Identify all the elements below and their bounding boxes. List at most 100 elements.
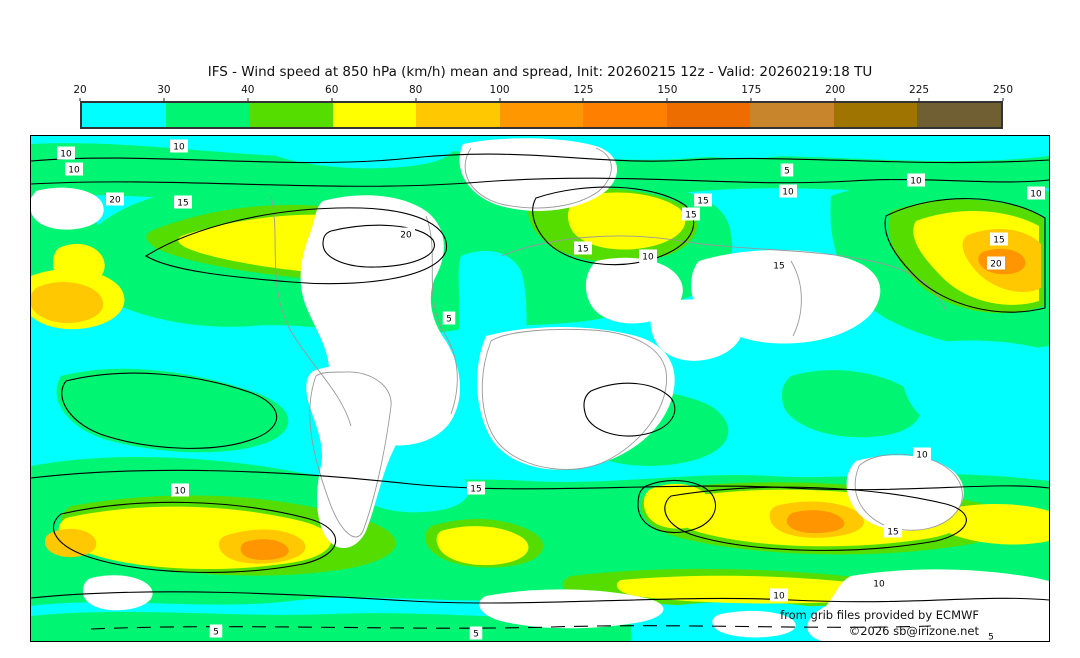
colorbar-tick: [834, 98, 836, 101]
colorbar-tick-label: 40: [241, 84, 255, 96]
contour-label-text: 5: [446, 315, 452, 325]
contour-label-text: 5: [784, 167, 790, 177]
chart-title: IFS - Wind speed at 850 hPa (km/h) mean …: [207, 64, 873, 80]
contour-label-text: 5: [988, 633, 994, 642]
contour-label-chip: [170, 139, 188, 153]
contour-label-text: 10: [173, 143, 185, 153]
coastline-layer: [270, 147, 963, 538]
colorbar-tick: [247, 98, 249, 101]
colorbar-segment: [917, 103, 1002, 127]
colorbar-gradient: [80, 101, 1003, 129]
contour-label-chip: [984, 629, 998, 641]
contour-label-chip: [694, 193, 712, 207]
contour-label-chip: [870, 576, 888, 590]
contour-label-chip: [57, 146, 75, 160]
colorbar-tick: [1002, 98, 1004, 101]
world-wind-map: 10 10 10 20 15 20 15 15 10 5 10 10 10 15 15 20 15 5 10 10 15…: [30, 135, 1050, 642]
colorbar-tick: [415, 98, 417, 101]
colorbar: 20 30 40 60 80 100 125 150 175 200 225 250: [73, 84, 1013, 129]
colorbar-tick-label: 175: [741, 84, 762, 96]
attribution: from grib files provided by ECMWF ©2026 …: [780, 607, 979, 639]
contour-label-text: 10: [60, 150, 72, 160]
colorbar-tick-label: 250: [992, 84, 1014, 96]
colorbar-tick-label: 150: [657, 84, 678, 96]
contour-label-text: 15: [773, 262, 784, 272]
colorbar-tick: [79, 98, 81, 101]
colorbar-tick: [666, 98, 668, 101]
colorbar-segment: [249, 103, 333, 127]
contour-label-text: 15: [993, 236, 1004, 246]
contour-label-text: 10: [910, 177, 922, 187]
contour-label-chip: [884, 524, 902, 538]
contour-label-chip: [779, 184, 797, 198]
contour-label-chip: [639, 249, 657, 263]
attribution-copyright: ©2026 sb@irizone.net: [848, 624, 979, 638]
colorbar-segment: [666, 103, 751, 127]
colorbar-tick: [582, 98, 584, 101]
contour-label-text: 10: [873, 580, 885, 590]
contour-label-chip: [397, 227, 415, 241]
colorbar-tick: [163, 98, 165, 101]
colorbar-segment: [499, 103, 584, 127]
contour-label-text: 10: [68, 166, 80, 176]
contour-label-chip: [1027, 186, 1045, 200]
attribution-source: from grib files provided by ECMWF: [780, 608, 979, 622]
colorbar-tick-label: 100: [489, 84, 510, 96]
contour-label-text: 10: [1030, 190, 1042, 200]
colorbar-tick-label: 60: [325, 84, 339, 96]
contour-label-chip: [106, 192, 124, 206]
contour-label-text: 5: [213, 628, 219, 638]
contour-label-text: 10: [782, 188, 794, 198]
contour-label-chip: [467, 481, 485, 495]
colorbar-segment: [82, 103, 166, 127]
contour-label-chip: [209, 624, 223, 638]
colorbar-tick-marks: [79, 98, 1004, 101]
colorbar-tick: [750, 98, 752, 101]
contour-label-chip: [770, 588, 788, 602]
contour-label-text: 10: [916, 451, 928, 461]
colorbar-tick: [331, 98, 333, 101]
contour-label-text: 20: [400, 231, 412, 241]
contour-layer: [31, 153, 1049, 630]
contour-label-chip: [907, 173, 925, 187]
contour-label-chip: [171, 483, 189, 497]
colorbar-tick-label: 80: [408, 84, 423, 96]
contour-label-chip: [174, 195, 192, 209]
contour-label-text: 15: [697, 197, 708, 207]
contour-label-chip: [990, 232, 1008, 246]
contour-label-text: 20: [109, 196, 121, 206]
contour-label-chip: [469, 626, 483, 640]
contour-label-text: 15: [177, 199, 188, 209]
contour-label-chip: [442, 311, 456, 325]
contour-label-chip: [987, 256, 1005, 270]
contour-label-chip: [682, 207, 700, 221]
contour-label-text: 20: [990, 260, 1002, 270]
contour-label-chip: [574, 241, 592, 255]
contour-label-text: 10: [773, 592, 785, 602]
contour-label-text: 15: [685, 211, 696, 221]
white-layer: [31, 138, 1049, 641]
contour-label-chip: [770, 258, 788, 272]
colorbar-tick-label: 200: [825, 84, 846, 96]
colorbar-tick-label: 225: [909, 84, 930, 96]
contour-label-text: 15: [887, 528, 898, 538]
colorbar-segment: [583, 103, 667, 127]
colorbar-tick-labels: 20 30 40 60 80 100 125 150 175 200 225 250: [73, 84, 1013, 98]
colorbar-segment: [165, 103, 250, 127]
colorbar-tick: [499, 98, 501, 101]
contour-label-text: 10: [174, 487, 186, 497]
contour-label-chip: [780, 163, 794, 177]
contour-label-text: 15: [577, 245, 588, 255]
colorbar-segment: [833, 103, 918, 127]
colorbar-tick-label: 125: [573, 84, 594, 96]
contour-label-text: 10: [642, 253, 654, 263]
colorbar-tick-label: 20: [73, 84, 87, 96]
contour-label-chip: [913, 447, 931, 461]
colorbar-tick: [918, 98, 920, 101]
colorbar-segment: [416, 103, 500, 127]
contour-label-text: 15: [470, 485, 481, 495]
colorbar-segment: [750, 103, 834, 127]
colorbar-tick-label: 30: [157, 84, 171, 96]
